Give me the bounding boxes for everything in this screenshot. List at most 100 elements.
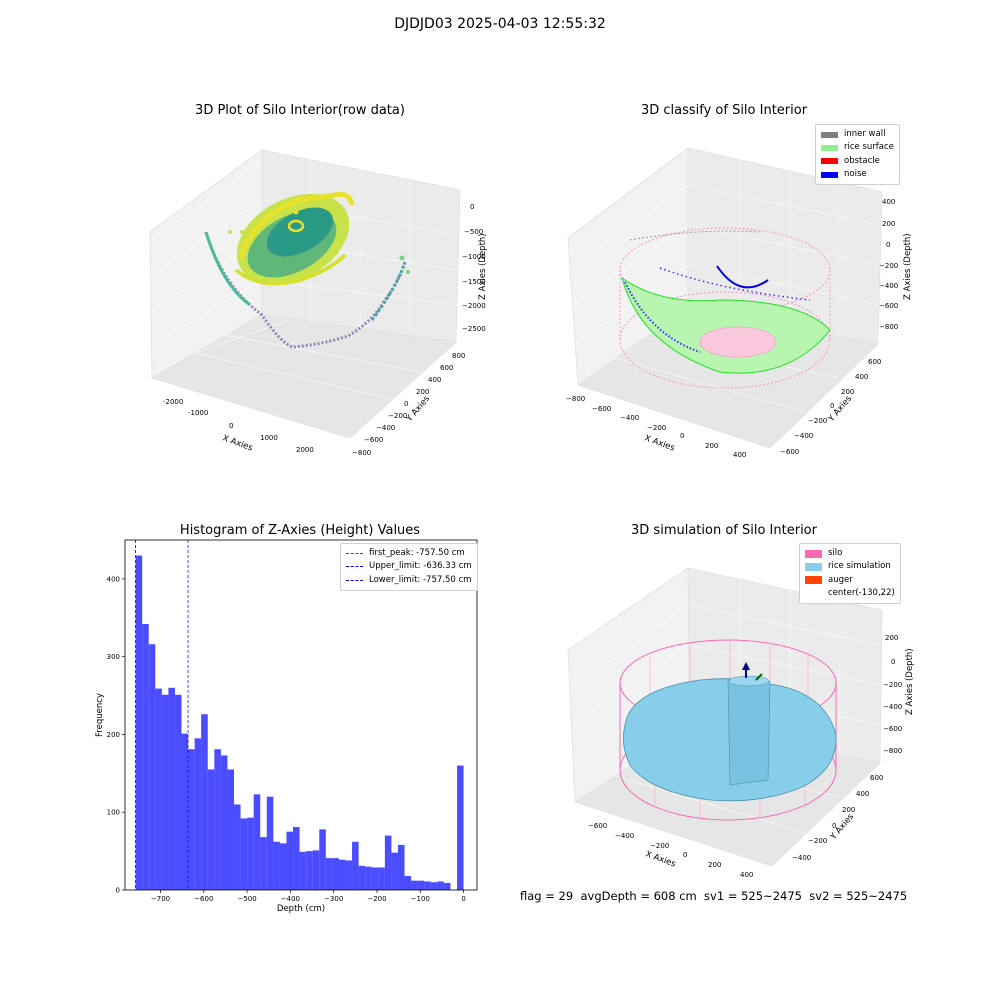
simulation-3d-zticks: 200 0 −200 −400 −600 −800 — [883, 634, 902, 755]
histogram-bar — [404, 876, 412, 890]
histogram-bar — [345, 860, 353, 890]
raw-ztick: 0 — [470, 203, 474, 211]
classify-xtick: −400 — [620, 414, 639, 422]
simulation-xtick: −400 — [615, 832, 634, 840]
classify-xtick: 200 — [705, 442, 718, 450]
histogram-bar — [338, 859, 346, 890]
raw-ytick: −200 — [388, 412, 407, 420]
raw-ztick: −2000 — [462, 302, 486, 310]
classify-ytick: −600 — [780, 448, 799, 456]
legend-swatch — [805, 562, 822, 571]
raw-ztick: −2500 — [462, 325, 486, 333]
histogram-xlabel: Depth (cm) — [277, 904, 325, 914]
legend-item: first_peak: -757.50 cm — [346, 547, 472, 560]
simulation-ztick: −800 — [883, 747, 902, 755]
raw-ytick: −400 — [376, 424, 395, 432]
histogram-bar — [233, 804, 241, 890]
histogram-bar — [279, 843, 287, 890]
classify-ytick: 600 — [868, 358, 881, 366]
classify-ytick: 0 — [830, 402, 834, 410]
legend-item: noise — [821, 168, 894, 181]
raw-ytick: −600 — [364, 436, 383, 444]
raw-ytick: 400 — [428, 376, 441, 384]
histogram-bar — [174, 694, 182, 890]
histogram-bar — [188, 749, 195, 890]
legend-swatch — [821, 144, 838, 151]
raw-ytick: 0 — [404, 400, 408, 408]
histogram-bar — [443, 883, 451, 890]
classify-xtick: −600 — [592, 405, 611, 413]
classify-ztick: −200 — [879, 262, 898, 270]
simulation-ytick: 0 — [832, 822, 836, 830]
simulation-3d-xticks: −600 −400 −200 0 200 400 — [588, 822, 753, 879]
legend-item: rice simulation — [805, 560, 895, 573]
histogram-bar — [424, 881, 431, 890]
raw-ztick: −1000 — [462, 253, 486, 261]
raw-ytick: 800 — [452, 352, 465, 360]
classify-plot-title: 3D classify of Silo Interior — [640, 103, 808, 118]
classify-xtick: −200 — [647, 424, 666, 432]
legend-item: auger — [805, 574, 895, 587]
histogram-vlines — [135, 540, 189, 890]
legend-label: rice surface — [844, 142, 894, 153]
simulation-xtick: 400 — [740, 871, 753, 879]
histogram-frame — [124, 539, 478, 891]
raw-ztick: −500 — [464, 228, 483, 236]
legend-label: inner wall — [844, 129, 886, 139]
simulation-xtick: −200 — [650, 842, 669, 850]
histogram-xtick-label: −600 — [194, 895, 213, 903]
histogram-xtick-label: −200 — [367, 895, 386, 903]
histogram-bar — [161, 694, 169, 890]
histogram-xtick-label: −100 — [411, 895, 430, 903]
classify-ytick: −400 — [794, 432, 813, 440]
histogram-bar — [142, 624, 149, 890]
histogram-bar — [194, 738, 202, 890]
simulation-ytick: −400 — [792, 854, 811, 862]
simulation-3d-rice — [622, 675, 837, 802]
raw-ytick: −800 — [352, 449, 371, 457]
legend-line — [346, 566, 363, 568]
classify-ytick: 400 — [855, 373, 868, 381]
histogram-bar — [135, 555, 143, 890]
legend-label: noise — [844, 168, 867, 179]
raw-xtick: 0 — [229, 422, 233, 430]
simulation-ytick: 600 — [870, 774, 883, 782]
histogram-bar — [148, 644, 156, 890]
histogram-bar — [220, 755, 228, 890]
classify-3d-zticks: 400 200 0 −200 −400 −600 −800 — [879, 198, 898, 331]
histogram-bar — [201, 714, 208, 890]
simulation-3d-yticks: 600 400 200 0 −200 −400 — [792, 774, 883, 862]
figure-title: DJDJD03 2025-04-03 12:55:32 — [394, 16, 606, 32]
raw-3d-point-trail — [204, 230, 410, 349]
legend-line — [346, 579, 363, 581]
histogram-bar — [227, 769, 234, 890]
raw-3d-yticks: 800 600 400 200 0 −200 −400 −600 −800 — [352, 352, 465, 457]
legend-item: silo — [805, 547, 895, 560]
histogram-ytick-label: 300 — [107, 653, 120, 661]
classify-3d-yticks: 600 400 200 0 −200 −400 −600 — [780, 358, 881, 456]
legend-label: rice simulation — [828, 561, 891, 572]
classify-xtick: 400 — [733, 451, 746, 459]
simulation-plot-title: 3D simulation of Silo Interior — [631, 523, 817, 538]
raw-xtick: 2000 — [296, 446, 314, 454]
simulation-xtick: −600 — [588, 822, 607, 830]
legend-label: center(-130,22) — [828, 587, 895, 598]
simulation-ztick: −600 — [883, 725, 902, 733]
histogram-bar — [293, 827, 300, 890]
raw-xtick: 1000 — [260, 434, 278, 442]
classify-ztick: 400 — [882, 198, 895, 206]
histogram-bar — [266, 796, 274, 890]
simulation-ytick: 400 — [856, 790, 869, 798]
legend-swatch — [805, 590, 822, 598]
histogram-bar — [168, 687, 175, 890]
histogram-bar — [325, 858, 333, 890]
legend-line — [346, 553, 363, 555]
histogram-bar — [411, 880, 418, 890]
classify-ytick: −200 — [808, 417, 827, 425]
legend-label: silo — [828, 548, 843, 558]
histogram-yticks: 0 100 200 300 400 — [107, 575, 125, 895]
histogram-bar — [312, 850, 320, 890]
